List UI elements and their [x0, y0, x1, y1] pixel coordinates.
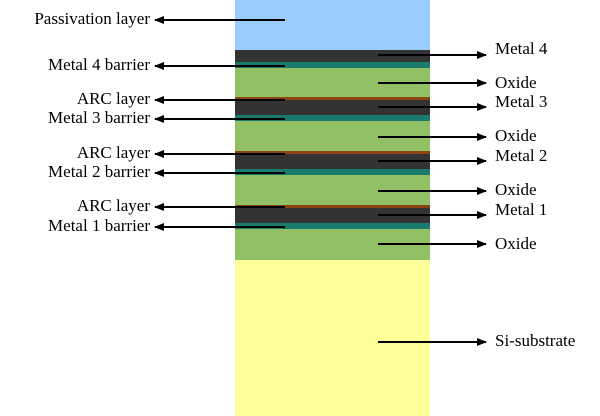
layer-label: Metal 1 [495, 200, 547, 219]
layer-label: ARC layer [77, 89, 151, 108]
arc-layer [235, 151, 430, 154]
layer-label: Metal 4 barrier [48, 55, 150, 74]
arc-layer [235, 205, 430, 208]
metal-1 [235, 208, 430, 223]
passivation-layer [235, 0, 430, 50]
right-labels: Metal 4 Oxide Metal 3 Oxide Metal 2 Oxid… [495, 39, 575, 350]
si-substrate [235, 260, 430, 416]
metal-4-barrier [235, 62, 430, 68]
left-arrows [154, 16, 285, 231]
layer-label: ARC layer [77, 196, 151, 215]
layer-label: Passivation layer [34, 9, 150, 28]
metal-3-barrier [235, 115, 430, 121]
layer-label: Metal 1 barrier [48, 216, 150, 235]
layer-stack [235, 0, 430, 416]
arc-layer [235, 97, 430, 100]
metal-3 [235, 100, 430, 115]
layer-label: Oxide [495, 234, 537, 253]
layer-label: Metal 3 [495, 92, 547, 111]
layer-label: Metal 2 barrier [48, 162, 150, 181]
layer-label: ARC layer [77, 143, 151, 162]
layer-label: Metal 4 [495, 39, 548, 58]
left-labels: Passivation layer Metal 4 barrier ARC la… [34, 9, 150, 235]
metal-2-barrier [235, 169, 430, 175]
layer-label: Oxide [495, 180, 537, 199]
layer-label: Oxide [495, 126, 537, 145]
layer-label: Metal 3 barrier [48, 108, 150, 127]
metal-4 [235, 50, 430, 62]
layer-label: Metal 2 [495, 146, 547, 165]
right-arrows [378, 51, 487, 346]
layer-label: Si-substrate [495, 331, 575, 350]
layer-label: Oxide [495, 73, 537, 92]
metal-2 [235, 154, 430, 169]
metal-1-barrier [235, 223, 430, 229]
